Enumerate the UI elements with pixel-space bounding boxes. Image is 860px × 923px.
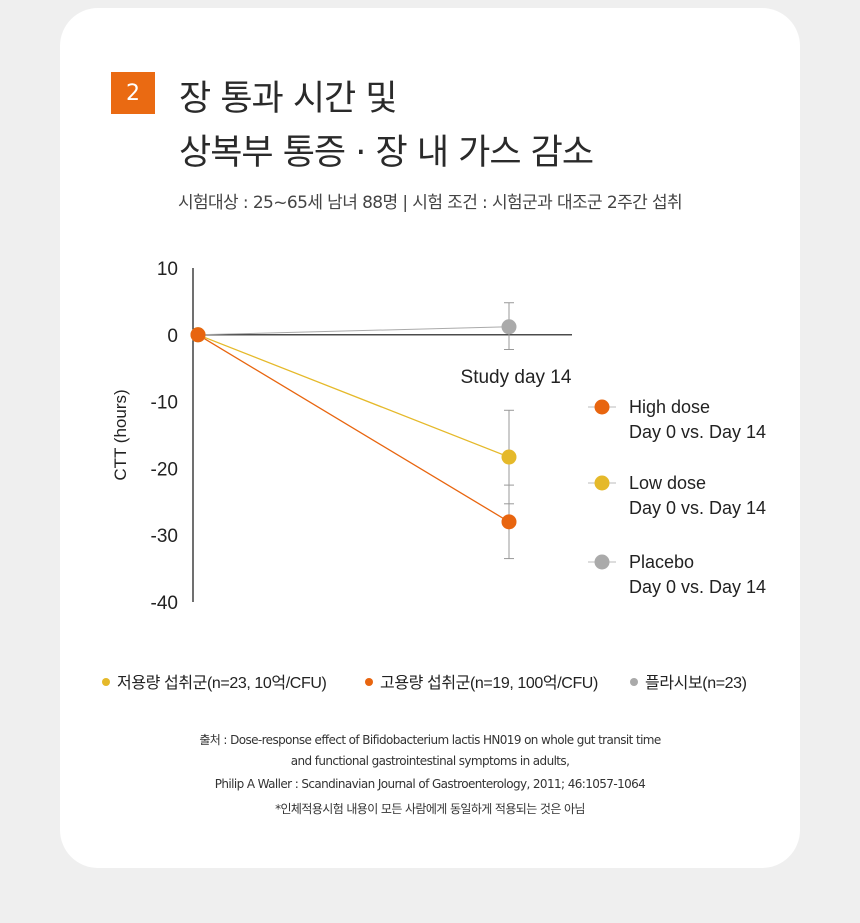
study-conditions: 시험대상 : 25~65세 남녀 88명 | 시험 조건 : 시험군과 대조군 … (177, 193, 683, 213)
legend-label-high-dose: High dose (629, 397, 710, 417)
legend-sublabel-placebo: Day 0 vs. Day 14 (629, 577, 766, 597)
data-point-placebo (501, 319, 517, 335)
bottom-legend-dot (102, 678, 110, 686)
data-point-low-dose (501, 449, 517, 465)
data-point-high-dose (190, 327, 206, 343)
series-line-high-dose (197, 334, 510, 523)
x-axis-label: Study day 14 (461, 367, 572, 388)
disclaimer: *인체적용시험 내용이 모든 사람에게 동일하게 적용되는 것은 아님 (275, 802, 585, 816)
y-tick-label: 0 (167, 326, 178, 347)
legend-label-placebo: Placebo (629, 552, 694, 572)
bottom-legend-dot (365, 678, 373, 686)
y-tick-label: -10 (151, 393, 178, 414)
bottom-legend-label: 고용량 섭취군(n=19, 100억/CFU) (380, 674, 598, 692)
y-tick-label: 10 (157, 259, 178, 280)
legend-label-low-dose: Low dose (629, 473, 706, 493)
data-point-high-dose (501, 514, 517, 530)
legend-marker-placebo (594, 554, 610, 570)
y-tick-label: -30 (151, 526, 178, 547)
section-number-badge: 2 (111, 72, 155, 114)
bottom-legend-dot (630, 678, 638, 686)
legend-sublabel-high-dose: Day 0 vs. Day 14 (629, 422, 766, 442)
legend-marker-high-dose (594, 399, 610, 415)
series-line-placebo (197, 326, 510, 336)
title-line-1: 장 통과 시간 및 (179, 79, 398, 119)
bottom-legend-label: 저용량 섭취군(n=23, 10억/CFU) (117, 674, 326, 692)
legend-marker-low-dose (594, 475, 610, 491)
content-card (60, 8, 800, 868)
series-line-low-dose (197, 334, 510, 458)
bottom-legend-label: 플라시보(n=23) (645, 674, 747, 692)
source-line-2: and functional gastrointestinal symptoms… (290, 754, 570, 768)
y-axis-label: CTT (hours) (111, 389, 130, 480)
y-tick-label: -20 (151, 459, 178, 480)
legend-sublabel-low-dose: Day 0 vs. Day 14 (629, 498, 766, 518)
title-line-2: 상복부 통증 · 장 내 가스 감소 (179, 133, 594, 173)
source-line-1: 출처 : Dose-response effect of Bifidobacte… (199, 733, 661, 747)
y-tick-label: -40 (151, 593, 178, 614)
source-line-3: Philip A Waller : Scandinavian Journal o… (214, 777, 646, 791)
